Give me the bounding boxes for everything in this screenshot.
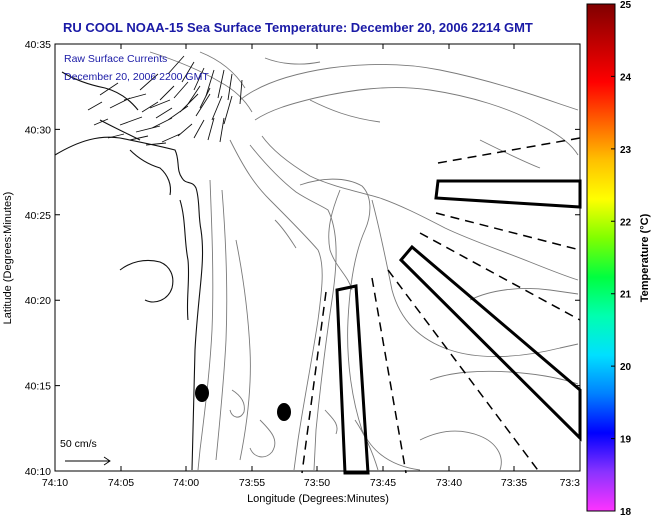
map-content: Raw Surface Currents December 20, 2006 2… [54,51,582,475]
x-tick-label: 73:40 [436,477,462,489]
colorbar: 25 24 23 22 21 20 19 18 Temperature (°C) [586,0,651,518]
outlined-zones [335,179,582,475]
colorbar-label: Temperature (°C) [639,213,651,302]
x-tick-label: 73:50 [304,477,330,489]
scale-bar-arrow [65,456,111,466]
x-tick-label: 73:35 [501,477,527,489]
colorbar-tick-label: 22 [620,217,632,228]
marker-point-2 [277,403,291,421]
y-tick-label: 40:10 [25,466,51,478]
x-tick-label: 73:3 [560,477,581,489]
scale-bar-label: 50 cm/s [60,438,97,450]
marker-point-1 [195,384,209,402]
bathymetry-contours [149,51,579,471]
surface-current-vectors [87,55,243,146]
currents-overlay-line2: December 20, 2006 2200 GMT [64,71,209,83]
x-axis-label: Longitude (Degrees:Minutes) [247,493,389,505]
colorbar-tick-label: 20 [620,362,632,373]
y-axis-label: Latitude (Degrees:Minutes) [2,192,14,325]
x-tick-label: 73:55 [239,477,265,489]
colorbar-tick-label: 18 [620,507,632,518]
colorbar-tick-label: 23 [620,145,632,156]
colorbar-tick-label: 19 [620,435,632,446]
x-tick-label: 73:45 [370,477,396,489]
y-tick-label: 40:15 [25,381,51,393]
colorbar-tick-label: 24 [620,72,632,83]
y-tick-label: 40:30 [25,124,51,136]
colorbar-gradient [586,3,616,512]
figure-title: RU COOL NOAA-15 Sea Surface Temperature:… [63,20,533,35]
x-tick-label: 74:10 [42,477,68,489]
colorbar-tick-label: 25 [620,0,632,11]
y-tick-label: 40:35 [25,39,51,51]
x-axis: 74:10 74:05 74:00 73:55 73:50 73:45 73:4… [42,44,580,505]
dashed-lines [301,137,581,474]
y-tick-label: 40:25 [25,210,51,222]
coastline [54,71,204,471]
colorbar-tick-label: 21 [620,290,632,301]
map-frame [54,43,581,472]
y-axis: 40:35 40:30 40:25 40:20 40:15 40:10 Lati… [2,39,580,478]
currents-overlay-line1: Raw Surface Currents [64,53,167,65]
y-tick-label: 40:20 [25,295,51,307]
x-tick-label: 74:00 [173,477,199,489]
x-tick-label: 74:05 [108,477,134,489]
